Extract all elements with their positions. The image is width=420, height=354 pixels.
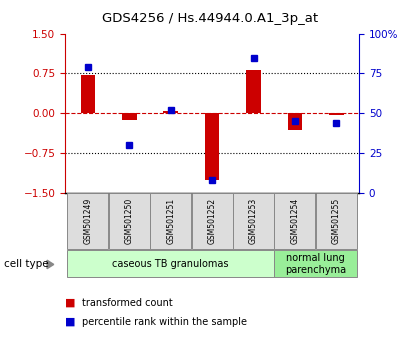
Text: caseous TB granulomas: caseous TB granulomas bbox=[113, 259, 229, 269]
Text: GSM501251: GSM501251 bbox=[166, 198, 175, 244]
Text: GSM501249: GSM501249 bbox=[84, 198, 92, 244]
Bar bbox=[316, 194, 357, 249]
Text: GSM501252: GSM501252 bbox=[207, 198, 217, 244]
Bar bbox=[233, 194, 274, 249]
Text: normal lung
parenchyma: normal lung parenchyma bbox=[285, 253, 346, 275]
Bar bbox=[246, 70, 261, 113]
Text: GSM501254: GSM501254 bbox=[290, 198, 299, 244]
Text: transformed count: transformed count bbox=[82, 298, 173, 308]
Bar bbox=[274, 250, 357, 277]
Text: GDS4256 / Hs.44944.0.A1_3p_at: GDS4256 / Hs.44944.0.A1_3p_at bbox=[102, 12, 318, 25]
Text: percentile rank within the sample: percentile rank within the sample bbox=[82, 317, 247, 327]
Text: GSM501255: GSM501255 bbox=[332, 198, 341, 244]
Bar bbox=[109, 194, 150, 249]
Bar bbox=[192, 194, 233, 249]
Bar bbox=[288, 113, 302, 130]
Bar bbox=[274, 194, 315, 249]
Bar bbox=[67, 250, 274, 277]
Text: GSM501253: GSM501253 bbox=[249, 198, 258, 244]
Bar bbox=[150, 194, 191, 249]
Bar bbox=[67, 194, 108, 249]
Text: GSM501250: GSM501250 bbox=[125, 198, 134, 244]
Bar bbox=[205, 113, 219, 180]
Text: ■: ■ bbox=[65, 317, 76, 327]
Bar bbox=[81, 75, 95, 113]
Bar bbox=[329, 113, 344, 115]
Bar bbox=[122, 113, 136, 120]
Text: cell type: cell type bbox=[4, 259, 49, 269]
Text: ■: ■ bbox=[65, 298, 76, 308]
Bar bbox=[163, 110, 178, 113]
